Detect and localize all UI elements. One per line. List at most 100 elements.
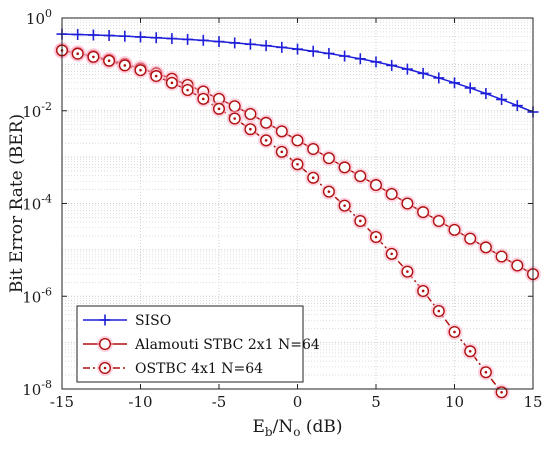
- data-point: [480, 88, 492, 100]
- data-point: [258, 114, 275, 131]
- data-point: [148, 68, 165, 85]
- y-axis-label: Bit Error Rate (BER): [7, 114, 27, 293]
- data-point: [446, 323, 463, 340]
- data-point: [430, 212, 447, 229]
- data-point: [386, 59, 398, 71]
- x-tick-label: 10: [445, 393, 464, 411]
- data-point: [244, 38, 256, 50]
- data-point: [449, 77, 460, 89]
- legend-item: OSTBC 4x1 N=64: [83, 360, 263, 377]
- data-point: [493, 248, 510, 265]
- data-point: [229, 37, 241, 49]
- data-point: [276, 41, 288, 53]
- data-point: [352, 168, 369, 185]
- data-point: [307, 45, 319, 57]
- axis-ticks: -15 -10 -5 0 5 10 15 100 10-2 10-4 10-6 10-8: [22, 7, 542, 411]
- data-point: [289, 132, 306, 149]
- data-point: [103, 29, 115, 41]
- y-tick-label: 10-6: [22, 285, 52, 306]
- data-point: [305, 169, 322, 186]
- data-point: [511, 100, 523, 112]
- data-point: [509, 257, 526, 274]
- legend-marker: [97, 360, 113, 376]
- x-axis-label: Eb/No (dB): [253, 417, 343, 439]
- data-point: [477, 364, 494, 381]
- y-tick-label: 10-4: [22, 193, 52, 214]
- data-point: [464, 82, 476, 94]
- data-point: [496, 93, 508, 105]
- data-point: [336, 197, 353, 214]
- legend-label: OSTBC 4x1 N=64: [135, 361, 263, 377]
- data-point: [352, 212, 369, 229]
- data-point: [430, 303, 447, 320]
- data-point: [242, 121, 259, 138]
- data-point: [368, 177, 384, 194]
- data-point: [226, 110, 243, 127]
- data-point: [197, 34, 209, 46]
- data-point: [195, 90, 212, 107]
- legend-item: Alamouti STBC 2x1 N=64: [83, 336, 320, 353]
- data-point: [85, 48, 102, 65]
- data-point: [370, 56, 382, 68]
- data-point: [260, 40, 272, 52]
- series-layer: [54, 28, 541, 401]
- data-point: [292, 43, 303, 55]
- data-point: [462, 230, 479, 247]
- data-point: [320, 150, 337, 167]
- x-tick-label: -10: [128, 393, 152, 411]
- x-tick-label: -5: [212, 393, 227, 411]
- data-point: [226, 98, 243, 115]
- data-point: [132, 62, 149, 79]
- legend-item: SISO: [83, 313, 171, 329]
- data-point: [211, 100, 227, 117]
- data-point: [399, 195, 416, 212]
- data-point: [415, 204, 432, 221]
- series-siso: [56, 28, 539, 118]
- data-point: [477, 239, 494, 256]
- data-point: [258, 132, 275, 149]
- data-point: [273, 123, 290, 140]
- x-tick-label: 15: [523, 393, 542, 411]
- data-point: [446, 221, 463, 238]
- data-point: [336, 159, 353, 176]
- data-point: [72, 29, 84, 41]
- data-point: [119, 30, 131, 42]
- legend-marker: [97, 336, 113, 352]
- data-point: [273, 143, 290, 160]
- data-point: [415, 282, 432, 299]
- legend-label: SISO: [135, 313, 171, 329]
- data-point: [493, 384, 510, 401]
- data-point: [213, 36, 225, 48]
- data-point: [87, 29, 99, 41]
- data-point: [433, 72, 445, 84]
- data-point: [339, 50, 351, 62]
- data-point: [399, 263, 416, 280]
- x-tick-label: -15: [50, 393, 74, 411]
- data-point: [69, 45, 86, 62]
- data-point: [305, 140, 322, 157]
- data-point: [166, 33, 178, 45]
- data-point: [135, 31, 146, 43]
- x-tick-label: 5: [371, 393, 381, 411]
- data-point: [383, 186, 400, 203]
- legend-label: Alamouti STBC 2x1 N=64: [134, 337, 320, 353]
- data-point: [401, 63, 413, 75]
- data-point: [163, 74, 180, 91]
- data-point: [320, 183, 337, 200]
- data-point: [368, 228, 384, 245]
- y-tick-label: 100: [26, 7, 52, 28]
- data-point: [116, 57, 133, 74]
- data-point: [289, 156, 306, 173]
- data-point: [179, 82, 196, 99]
- legend-marker: [99, 314, 111, 326]
- y-tick-label: 10-2: [22, 100, 52, 121]
- data-point: [417, 67, 429, 79]
- series-ostbc: [54, 42, 510, 401]
- data-point: [101, 52, 118, 69]
- data-point: [150, 32, 162, 44]
- legend: SISO Alamouti STBC 2x1 N=64 OSTBC 4x1 N=64: [76, 305, 320, 383]
- y-tick-label: 10-8: [22, 378, 52, 399]
- data-point: [242, 106, 259, 123]
- data-point: [182, 33, 194, 45]
